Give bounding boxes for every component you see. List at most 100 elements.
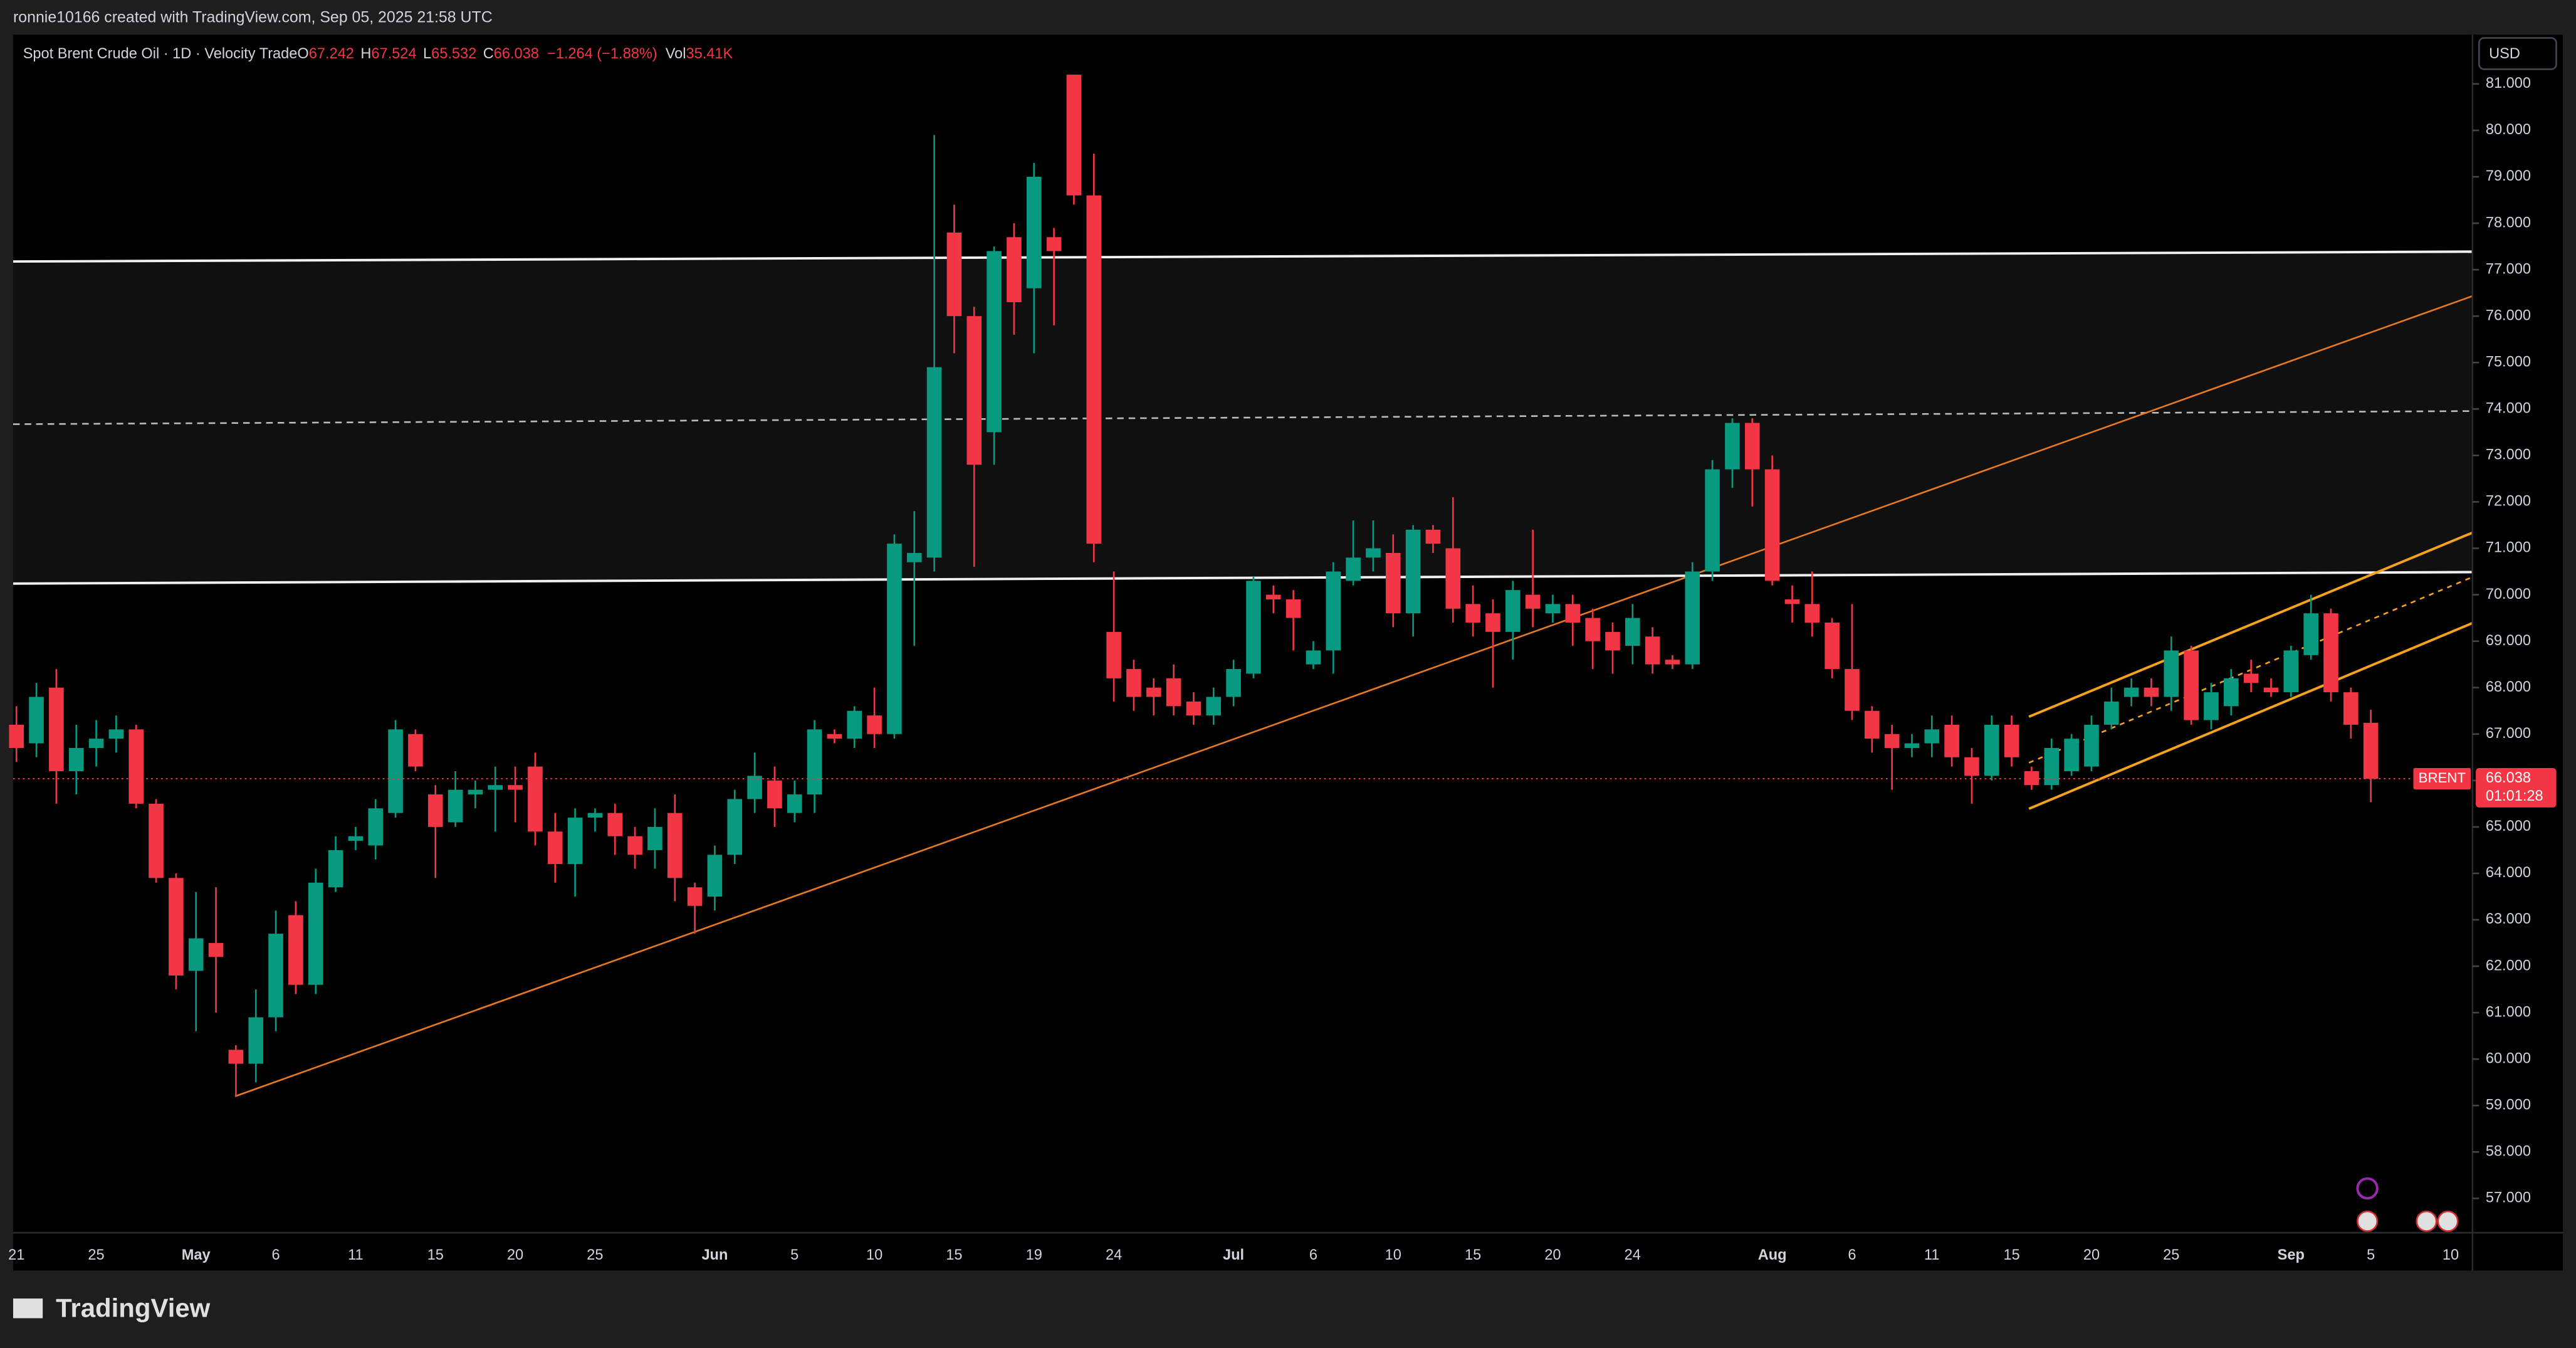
readout-value: 65.532: [431, 45, 476, 61]
symbol-title: Spot Brent Crude Oil · 1D · Velocity Tra…: [23, 45, 298, 61]
symbol-tag-label: BRENT: [2419, 770, 2466, 786]
y-tick-label: 73.000: [2486, 446, 2531, 463]
x-tick-label: Jun: [701, 1246, 728, 1263]
candle-body: [607, 813, 623, 836]
volume: 35.41K: [686, 45, 733, 61]
readout-key: L: [423, 45, 431, 61]
candle-body: [2044, 747, 2060, 786]
candle-body: [887, 544, 902, 734]
candle-body: [2084, 724, 2099, 767]
candle-body: [1904, 743, 1920, 748]
candle-body: [1346, 557, 1361, 581]
volume-key: Vol: [666, 45, 686, 61]
candle-body: [1884, 734, 1900, 748]
candle-body: [368, 808, 384, 846]
candle-body: [2104, 701, 2119, 725]
candle-body: [1924, 729, 1940, 744]
chart-pane: [13, 34, 2563, 1271]
candle-body: [528, 766, 543, 832]
candle-body: [2303, 613, 2318, 655]
candle-body: [547, 831, 563, 865]
candle-body: [2184, 650, 2199, 720]
candle-body: [88, 739, 104, 748]
candle-body: [1226, 669, 1241, 697]
candle-body: [68, 747, 84, 772]
readout-value: 67.242: [309, 45, 354, 61]
level-line: [13, 571, 2473, 585]
candle-body: [2024, 771, 2039, 786]
candle-body: [827, 734, 842, 739]
candle-body: [29, 697, 44, 744]
candle-body: [149, 803, 164, 878]
event-icon[interactable]: [2416, 1210, 2437, 1232]
candle-body: [2164, 650, 2179, 697]
price-tag: [2476, 767, 2557, 808]
candle-body: [787, 794, 802, 813]
x-tick-label: 5: [790, 1246, 798, 1263]
candle-body: [1944, 724, 1959, 757]
event-icon[interactable]: [2357, 1210, 2379, 1232]
y-tick-label: 57.000: [2486, 1189, 2531, 1206]
candle-body: [2064, 739, 2079, 772]
candle-body: [1685, 571, 1700, 665]
x-tick-label: 15: [1465, 1246, 1481, 1263]
candle-body: [169, 878, 184, 976]
candle-body: [1864, 710, 1880, 739]
x-tick-label: 6: [1309, 1246, 1317, 1263]
candle-body: [108, 729, 124, 739]
y-tick-label: 78.000: [2486, 214, 2531, 230]
x-tick-label: 11: [1924, 1246, 1939, 1263]
candle-body: [1206, 697, 1222, 716]
y-tick-label: 77.000: [2486, 260, 2531, 276]
y-tick-label: 76.000: [2486, 307, 2531, 323]
candle-body: [687, 887, 703, 906]
candle-body: [807, 729, 822, 795]
candle-body: [1825, 623, 1840, 670]
event-icon[interactable]: [2437, 1210, 2459, 1232]
candle-body: [308, 882, 323, 985]
candle-body: [926, 367, 942, 558]
x-tick-label: 25: [587, 1246, 603, 1263]
candle-body: [1565, 604, 1581, 623]
y-tick-label: 72.000: [2486, 493, 2531, 509]
candle-body: [1066, 75, 1082, 196]
candle-body: [767, 780, 782, 809]
x-tick-label: 5: [2367, 1246, 2375, 1263]
candle-body: [647, 826, 662, 850]
y-tick-label: 69.000: [2486, 632, 2531, 648]
x-tick-label: 21: [8, 1246, 24, 1263]
candle-body: [627, 836, 642, 855]
candle-body: [49, 687, 64, 772]
event-icon[interactable]: [2356, 1177, 2379, 1200]
candle-body: [1445, 548, 1461, 609]
candle-body: [1625, 618, 1640, 646]
currency-button[interactable]: [2478, 37, 2557, 70]
mid-level-line: [13, 410, 2473, 425]
y-tick-label: 62.000: [2486, 957, 2531, 973]
x-tick-label: 15: [946, 1246, 962, 1263]
price-tag-value: 66.038: [2486, 769, 2531, 786]
x-tick-label: 25: [88, 1246, 104, 1263]
y-tick-label: 70.000: [2486, 586, 2531, 602]
countdown: 01:01:28: [2486, 787, 2543, 804]
y-tick-label: 58.000: [2486, 1143, 2531, 1159]
candle-body: [2123, 687, 2139, 697]
level-line: [13, 250, 2473, 263]
readout-value: 66.038: [494, 45, 539, 61]
candle-body: [1106, 631, 1121, 678]
candle-body: [1804, 604, 1820, 623]
candle-body: [1605, 631, 1620, 651]
candle-body: [328, 850, 343, 888]
brand: TradingView: [56, 1293, 211, 1322]
x-tick-label: 6: [1848, 1246, 1856, 1263]
candle-body: [1026, 176, 1042, 288]
candle-body: [448, 789, 463, 823]
y-tick-label: 59.000: [2486, 1096, 2531, 1112]
candle-body: [2243, 673, 2259, 683]
currency[interactable]: USD: [2489, 45, 2520, 61]
x-tick-label: 24: [1625, 1246, 1641, 1263]
candle-body: [488, 785, 503, 790]
candle-body: [987, 251, 1002, 433]
channel-lower: [2028, 621, 2473, 810]
